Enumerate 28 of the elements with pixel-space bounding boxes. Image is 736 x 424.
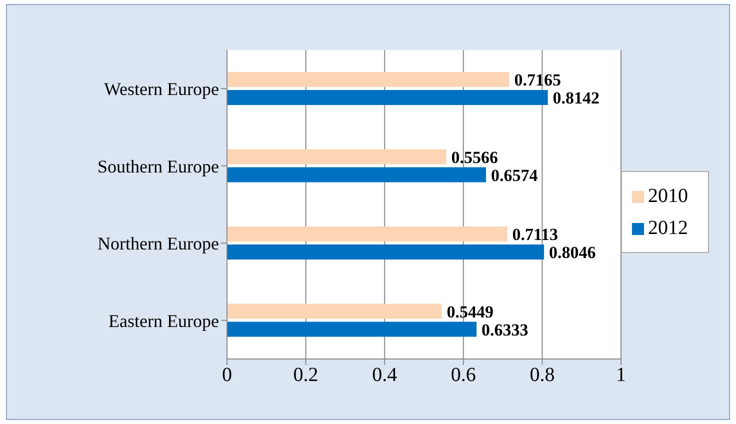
x-tick-label: 0.8 xyxy=(530,364,555,386)
data-label: 0.8046 xyxy=(549,243,596,262)
data-label: 0.7113 xyxy=(512,225,558,244)
data-label: 0.7165 xyxy=(514,70,562,90)
y-tick-label: Western Europe xyxy=(104,79,219,100)
legend-label: 2010 xyxy=(648,185,688,207)
bar xyxy=(227,90,548,105)
bar xyxy=(227,167,486,182)
data-label: 0.6574 xyxy=(491,166,538,185)
y-tick-label: Southern Europe xyxy=(98,156,219,176)
data-label: 0.5566 xyxy=(451,148,498,167)
x-tick-label: 0.6 xyxy=(450,364,476,386)
x-tick-label: 0.4 xyxy=(372,364,398,386)
bar xyxy=(227,322,477,337)
data-label: 0.6333 xyxy=(482,320,528,340)
x-tick-label: 1 xyxy=(616,364,626,386)
data-label: 0.8142 xyxy=(552,88,600,108)
x-tick-label: 0.2 xyxy=(293,364,318,386)
bar xyxy=(227,72,510,87)
bar xyxy=(227,304,442,319)
y-tick-label: Eastern Europe xyxy=(108,310,220,331)
bar xyxy=(227,149,446,164)
bar xyxy=(227,244,544,260)
data-label: 0.5449 xyxy=(446,302,494,322)
x-tick-label: 0 xyxy=(222,364,232,386)
bar xyxy=(227,226,508,242)
legend-label: 2012 xyxy=(648,217,688,239)
y-tick-label: Northern Europe xyxy=(98,234,219,254)
